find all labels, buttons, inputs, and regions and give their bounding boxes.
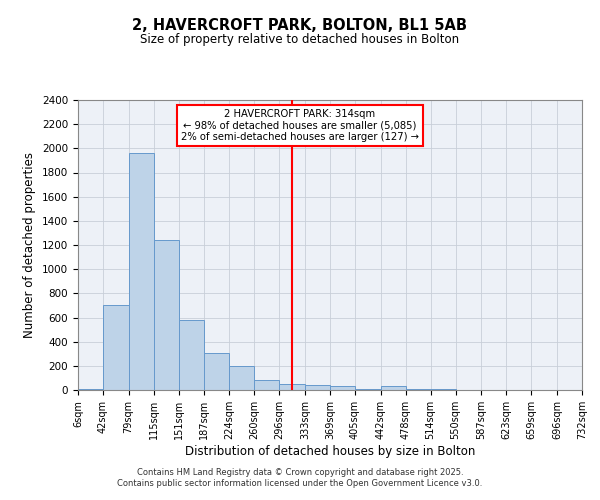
Text: Size of property relative to detached houses in Bolton: Size of property relative to detached ho…	[140, 32, 460, 46]
Bar	[203, 353, 229, 390]
Bar	[254, 380, 280, 390]
Bar	[229, 366, 254, 390]
Bar	[128, 153, 154, 390]
Bar	[305, 385, 330, 390]
Text: 2 HAVERCROFT PARK: 314sqm
← 98% of detached houses are smaller (5,085)
2% of sem: 2 HAVERCROFT PARK: 314sqm ← 98% of detac…	[181, 108, 419, 142]
Bar	[179, 320, 203, 390]
Bar	[78, 389, 103, 390]
Bar	[330, 386, 355, 390]
Bar	[103, 306, 128, 390]
Bar	[380, 386, 406, 390]
X-axis label: Distribution of detached houses by size in Bolton: Distribution of detached houses by size …	[185, 444, 475, 458]
Text: Contains HM Land Registry data © Crown copyright and database right 2025.
Contai: Contains HM Land Registry data © Crown c…	[118, 468, 482, 487]
Text: 2, HAVERCROFT PARK, BOLTON, BL1 5AB: 2, HAVERCROFT PARK, BOLTON, BL1 5AB	[133, 18, 467, 32]
Bar	[280, 384, 305, 390]
Bar	[154, 240, 179, 390]
Y-axis label: Number of detached properties: Number of detached properties	[23, 152, 37, 338]
